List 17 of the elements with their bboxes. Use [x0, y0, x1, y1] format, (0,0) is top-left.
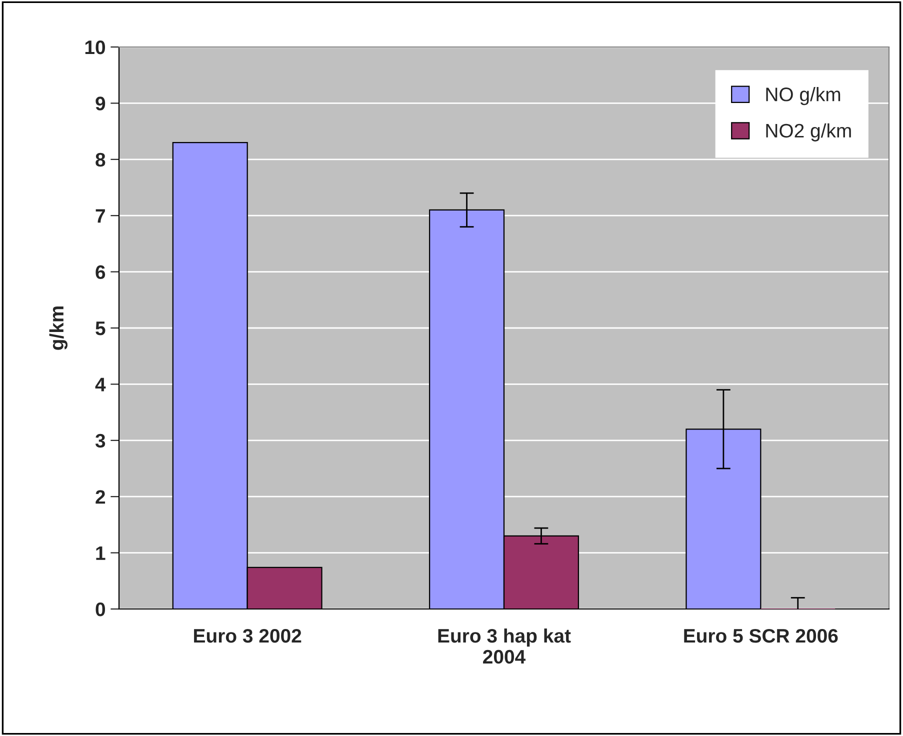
legend-label: NO g/km	[766, 87, 840, 106]
legend-label: NO2 g/km	[766, 123, 851, 142]
y-tick-label: 4	[95, 378, 106, 392]
y-tick-label: 6	[96, 265, 106, 280]
y-tick-label: 8	[96, 152, 106, 167]
x-tick-label: Euro 3 hap kat 2004	[438, 628, 571, 664]
y-tick-label: 7	[96, 209, 105, 223]
y-axis-title: g/km	[49, 306, 68, 350]
y-tick-label: 9	[96, 96, 106, 110]
y-tick-label: 10	[85, 40, 106, 54]
x-tick-label: Euro 3 2002	[194, 628, 302, 643]
x-tick-label: Euro 5 SCR 2006	[684, 628, 838, 643]
y-tick-label: 3	[95, 434, 106, 448]
y-tick-label: 2	[96, 490, 106, 504]
y-tick-label: 5	[96, 322, 106, 336]
y-tick-label: 0	[96, 602, 106, 616]
y-tick-label: 1	[96, 546, 106, 560]
